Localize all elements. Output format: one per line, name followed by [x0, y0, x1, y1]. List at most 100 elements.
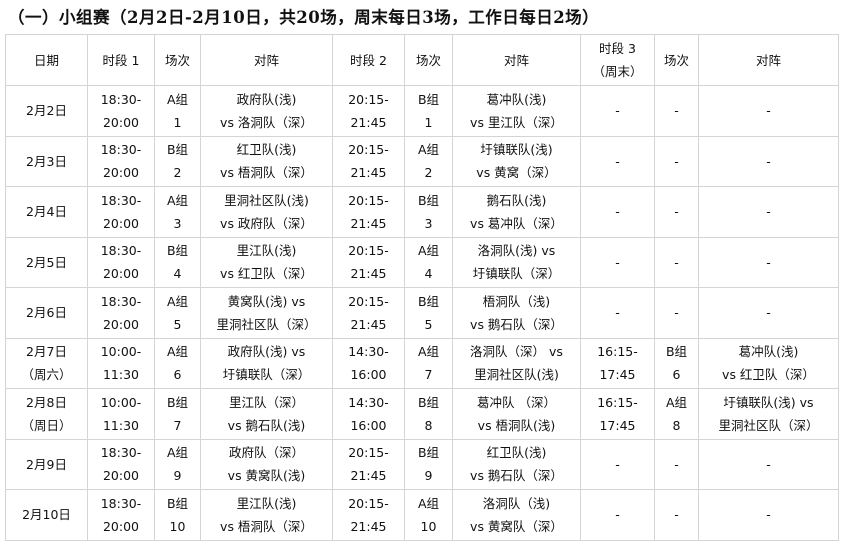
cell-match-no-1: A组 5 [154, 287, 201, 339]
cell-line: - [615, 103, 620, 119]
cell-time-slot-2: 20:15- 21:45 [332, 135, 405, 187]
cell-line: 黄窝队(浅) vs [227, 293, 306, 309]
cell-line: 20:00 [102, 468, 140, 484]
cell-line: A组 [417, 142, 440, 158]
cell-line: B组 [665, 344, 688, 360]
cell-line: 洛洞队（浅) [482, 495, 551, 511]
cell-line: 里洞社区队(浅) [474, 367, 559, 383]
cell-time-slot-2: 14:30- 16:00 [332, 337, 405, 389]
cell-line: 圩镇联队（深） [222, 367, 311, 383]
cell-line: 里洞社区队(浅) [224, 192, 309, 208]
cell-line: 18:30- [100, 445, 142, 461]
cell-line: - [674, 153, 679, 169]
cell-line: A组 [417, 243, 440, 259]
cell-line: 7 [424, 367, 433, 383]
cell-line: 葛冲队(浅) [486, 91, 547, 107]
header-match-no-3: 场次 [654, 34, 699, 86]
cell-matchup-3: - [698, 186, 839, 238]
cell-time-slot-1: 10:00- 11:30 [87, 388, 155, 440]
cell-line: B组 [417, 91, 440, 107]
cell-line: 21:45 [350, 266, 387, 282]
cell-matchup-3: 圩镇联队(浅) vs 里洞社区队（深） [698, 388, 839, 440]
cell-matchup-2: 梧洞队（浅) vs 鹅石队（深） [452, 287, 581, 339]
cell-time-slot-3: - [580, 186, 655, 238]
cell-line: 17:45 [599, 367, 636, 383]
cell-line: 对阵 [503, 52, 529, 68]
cell-line: B组 [417, 394, 440, 410]
cell-match-no-1: B组 2 [154, 135, 201, 187]
cell-line: 2月5日 [26, 254, 67, 270]
cell-time-slot-2: 14:30- 16:00 [332, 388, 405, 440]
cell-line: （周日） [21, 417, 72, 433]
cell-line: 里江队(浅) [236, 495, 297, 511]
cell-time-slot-1: 18:30- 20:00 [87, 186, 155, 238]
cell-line: - [674, 204, 679, 220]
header-matchup-3: 对阵 [698, 34, 839, 86]
cell-line: 18:30- [100, 91, 142, 107]
cell-line: vs 梧洞队(浅) [477, 417, 556, 433]
cell-match-no-3: B组 6 [654, 337, 699, 389]
cell-time-slot-1: 18:30- 20:00 [87, 85, 155, 137]
cell-line: B组 [166, 394, 189, 410]
header-time-slot-2: 时段 2 [332, 34, 405, 86]
cell-line: 20:15- [348, 495, 389, 511]
cell-time-slot-1: 18:30- 20:00 [87, 438, 155, 490]
cell-line: A组 [417, 495, 440, 511]
cell-match-no-2: A组 4 [404, 236, 453, 288]
cell-line: - [674, 305, 679, 321]
cell-line: A组 [166, 445, 189, 461]
cell-matchup-3: - [698, 489, 839, 541]
cell-time-slot-1: 18:30- 20:00 [87, 489, 155, 541]
cell-date: 2月8日 （周日） [5, 388, 88, 440]
cell-line: - [766, 507, 771, 523]
cell-line: 11:30 [102, 417, 140, 433]
cell-time-slot-3: - [580, 135, 655, 187]
header-match-no-1: 场次 [154, 34, 201, 86]
header-time-slot-1: 时段 1 [87, 34, 155, 86]
cell-line: 14:30- [348, 394, 389, 410]
cell-time-slot-1: 18:30- 20:00 [87, 236, 155, 288]
cell-time-slot-3: - [580, 489, 655, 541]
cell-match-no-3: - [654, 135, 699, 187]
cell-line: 洛洞队(浅) vs [477, 243, 556, 259]
cell-line: 时段 3 [599, 41, 636, 56]
cell-line: 6 [672, 367, 681, 383]
cell-line: vs 鹅石队（深） [470, 316, 563, 332]
cell-line: 20:00 [102, 518, 140, 534]
cell-line: 10:00- [100, 344, 142, 360]
cell-line: 政府队（深） [228, 445, 304, 461]
header-time-slot-3: 时段 3 （周末） [580, 34, 655, 86]
cell-matchup-1: 政府队(浅) vs 圩镇联队（深） [200, 337, 333, 389]
cell-line: 里洞社区队（深） [216, 316, 317, 332]
cell-line: 里洞社区队（深） [718, 417, 819, 433]
cell-match-no-1: A组 9 [154, 438, 201, 490]
cell-line: 9 [424, 468, 433, 484]
cell-matchup-2: 葛冲队 （深） vs 梧洞队(浅) [452, 388, 581, 440]
cell-line: - [766, 153, 771, 169]
cell-line: 18:30- [100, 293, 142, 309]
cell-line: A组 [166, 344, 189, 360]
cell-line: 时段 2 [350, 52, 387, 68]
cell-line: B组 [166, 142, 189, 158]
cell-line: A组 [166, 293, 189, 309]
cell-line: vs 葛冲队（深） [470, 215, 563, 231]
cell-line: - [766, 254, 771, 270]
cell-time-slot-1: 18:30- 20:00 [87, 287, 155, 339]
cell-matchup-1: 里江队(浅) vs 红卫队（深） [200, 236, 333, 288]
cell-line: 3 [173, 215, 182, 231]
cell-line: 3 [424, 215, 433, 231]
cell-time-slot-2: 20:15- 21:45 [332, 438, 405, 490]
cell-match-no-1: A组 3 [154, 186, 201, 238]
cell-line: 葛冲队(浅) [738, 344, 799, 360]
cell-line: 16:15- [597, 344, 638, 360]
cell-line: vs 红卫队（深） [220, 266, 313, 282]
cell-line: 红卫队(浅) [236, 142, 297, 158]
group-stage-schedule-table: 日期 时段 1 场次 对阵 时段 2 场次 对阵 时段 3 （周末） 场次 对阵 2月2日 18:30-… [5, 34, 839, 541]
cell-line: - [674, 254, 679, 270]
cell-match-no-1: B组 7 [154, 388, 201, 440]
table-row: 2月8日 （周日） 10:00- 11:30 B组 7 里江队（深） vs 鹅石队(浅) 14:… [5, 388, 839, 440]
cell-line: - [615, 305, 620, 321]
table-row: 2月3日 18:30- 20:00 B组 2 红卫队(浅) vs 梧洞队（深） 20:15- 2… [5, 135, 839, 187]
cell-matchup-1: 红卫队(浅) vs 梧洞队（深） [200, 135, 333, 187]
cell-line: 梧洞队（浅) [482, 293, 551, 309]
